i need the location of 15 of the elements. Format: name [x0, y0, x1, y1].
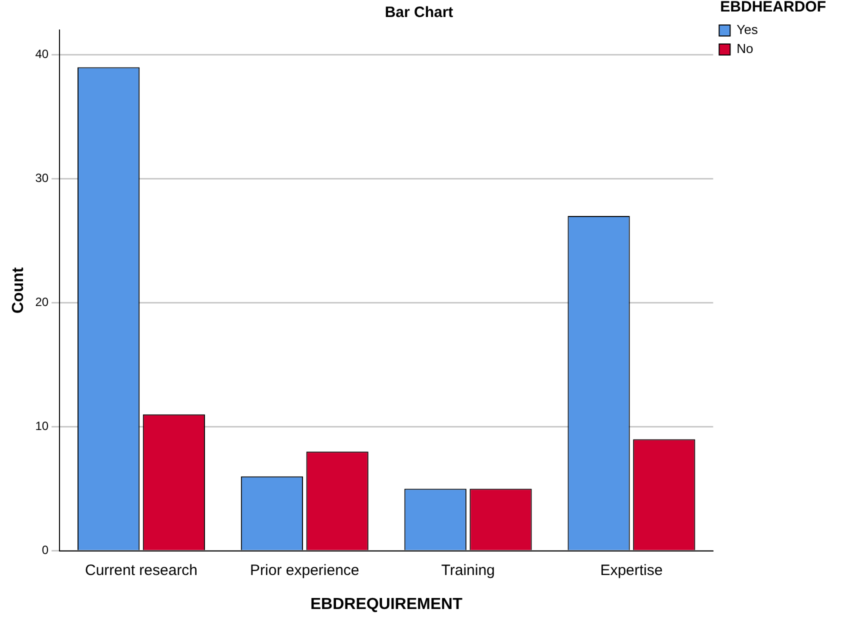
y-tick-label: 0	[42, 543, 49, 558]
y-tick-label: 10	[35, 419, 49, 434]
legend-title: EBDHEARDOF	[720, 0, 826, 16]
x-tick-label: Expertise	[600, 562, 663, 579]
x-axis-title: EBDREQUIREMENT	[310, 596, 463, 613]
x-tick-label: Prior experience	[250, 562, 360, 579]
y-axis-title: Count	[10, 266, 28, 314]
x-tick-label: Current research	[84, 562, 198, 579]
legend-label: Yes	[736, 22, 758, 38]
y-tick-label: 30	[35, 171, 49, 186]
y-tick-label: 20	[35, 295, 49, 310]
legend-label: No	[736, 41, 754, 56]
x-tick-label: Training	[441, 562, 495, 579]
chart-title: Bar Chart	[384, 4, 454, 22]
y-tick-label: 40	[35, 47, 49, 62]
